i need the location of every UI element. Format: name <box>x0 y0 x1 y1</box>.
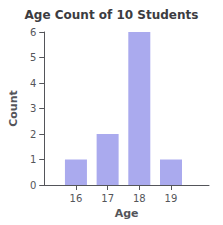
svg-text:17: 17 <box>101 193 114 204</box>
svg-text:Count: Count <box>7 90 20 127</box>
svg-text:18: 18 <box>133 193 146 204</box>
svg-text:0: 0 <box>30 180 36 191</box>
svg-text:2: 2 <box>30 129 36 140</box>
svg-text:19: 19 <box>165 193 178 204</box>
svg-text:1: 1 <box>30 154 36 165</box>
svg-text:4: 4 <box>30 78 36 89</box>
svg-text:3: 3 <box>30 103 36 114</box>
svg-text:Age Count of 10 Students: Age Count of 10 Students <box>25 8 199 22</box>
svg-text:5: 5 <box>30 52 36 63</box>
svg-text:6: 6 <box>30 27 36 38</box>
svg-text:16: 16 <box>70 193 83 204</box>
svg-text:Age: Age <box>115 207 139 220</box>
